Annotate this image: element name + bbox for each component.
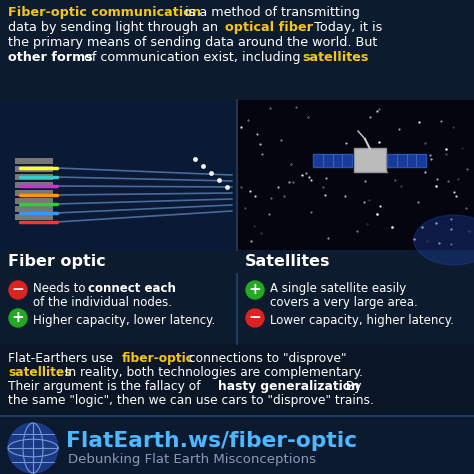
FancyBboxPatch shape bbox=[237, 100, 474, 250]
Text: covers a very large area.: covers a very large area. bbox=[270, 296, 418, 309]
Text: satellites: satellites bbox=[8, 366, 72, 379]
Text: A single satellite easily: A single satellite easily bbox=[270, 282, 406, 295]
Text: Fiber-optic communication: Fiber-optic communication bbox=[8, 6, 201, 19]
FancyBboxPatch shape bbox=[354, 148, 386, 172]
Text: other forms: other forms bbox=[8, 51, 93, 64]
Text: . Today, it is: . Today, it is bbox=[306, 21, 383, 34]
FancyBboxPatch shape bbox=[15, 166, 54, 172]
Text: Their argument is the fallacy of: Their argument is the fallacy of bbox=[8, 380, 204, 393]
Ellipse shape bbox=[414, 215, 474, 265]
Text: +: + bbox=[249, 283, 261, 298]
FancyBboxPatch shape bbox=[0, 100, 237, 250]
FancyBboxPatch shape bbox=[15, 174, 54, 180]
Text: of the individual nodes.: of the individual nodes. bbox=[33, 296, 172, 309]
Text: Flat-Earthers use: Flat-Earthers use bbox=[8, 352, 117, 365]
Text: of communication exist, including: of communication exist, including bbox=[80, 51, 304, 64]
Text: Needs to: Needs to bbox=[33, 282, 89, 295]
FancyBboxPatch shape bbox=[15, 198, 54, 204]
Text: −: − bbox=[12, 283, 24, 298]
FancyBboxPatch shape bbox=[15, 214, 54, 220]
Text: +: + bbox=[12, 310, 24, 326]
Circle shape bbox=[9, 281, 27, 299]
Circle shape bbox=[9, 309, 27, 327]
Text: . In reality, both technologies are complementary.: . In reality, both technologies are comp… bbox=[57, 366, 363, 379]
FancyBboxPatch shape bbox=[15, 206, 54, 212]
Text: fiber-optic: fiber-optic bbox=[122, 352, 194, 365]
Text: Satellites: Satellites bbox=[245, 254, 330, 269]
Text: optical fiber: optical fiber bbox=[225, 21, 313, 34]
Text: connect each: connect each bbox=[88, 282, 176, 295]
Text: connections to "disprove": connections to "disprove" bbox=[185, 352, 346, 365]
Text: Higher capacity, lower latency.: Higher capacity, lower latency. bbox=[33, 314, 215, 327]
Circle shape bbox=[246, 309, 264, 327]
Text: hasty generalization: hasty generalization bbox=[218, 380, 360, 393]
Text: data by sending light through an: data by sending light through an bbox=[8, 21, 222, 34]
Circle shape bbox=[246, 281, 264, 299]
FancyBboxPatch shape bbox=[15, 158, 54, 164]
FancyBboxPatch shape bbox=[0, 416, 474, 474]
Text: satellites: satellites bbox=[302, 51, 368, 64]
FancyBboxPatch shape bbox=[15, 182, 54, 188]
Text: Fiber optic: Fiber optic bbox=[8, 254, 106, 269]
FancyBboxPatch shape bbox=[388, 154, 427, 166]
FancyBboxPatch shape bbox=[15, 190, 54, 196]
FancyBboxPatch shape bbox=[0, 274, 474, 344]
Circle shape bbox=[8, 423, 58, 473]
Text: Lower capacity, higher latency.: Lower capacity, higher latency. bbox=[270, 314, 454, 327]
Text: −: − bbox=[249, 310, 261, 326]
Text: Debunking Flat Earth Misconceptions: Debunking Flat Earth Misconceptions bbox=[68, 453, 316, 466]
FancyBboxPatch shape bbox=[0, 344, 474, 416]
Text: .: . bbox=[356, 51, 360, 64]
Text: FlatEarth.ws/fiber-optic: FlatEarth.ws/fiber-optic bbox=[66, 431, 357, 451]
FancyBboxPatch shape bbox=[0, 0, 474, 100]
Text: is a method of transmitting: is a method of transmitting bbox=[181, 6, 360, 19]
Text: . By: . By bbox=[338, 380, 362, 393]
FancyBboxPatch shape bbox=[313, 154, 353, 166]
Text: the primary means of sending data around the world. But: the primary means of sending data around… bbox=[8, 36, 377, 49]
Text: the same "logic", then we can use cars to "disprove" trains.: the same "logic", then we can use cars t… bbox=[8, 394, 374, 407]
